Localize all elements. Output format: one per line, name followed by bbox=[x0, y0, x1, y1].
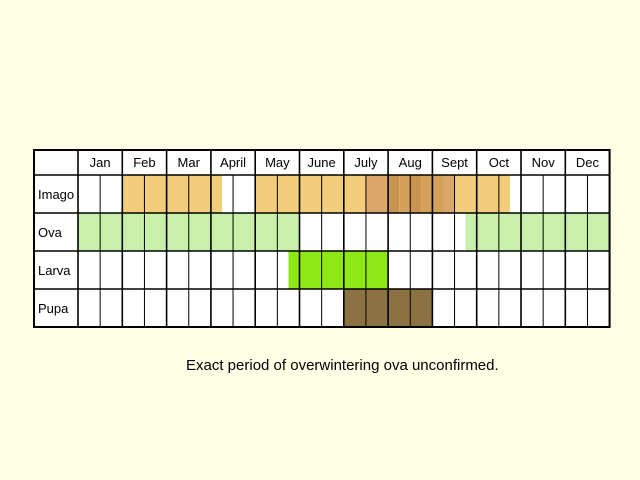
month-label-mar: Mar bbox=[178, 155, 201, 170]
month-label-aug: Aug bbox=[399, 155, 422, 170]
segment-imago-7 bbox=[443, 175, 455, 213]
month-label-june: June bbox=[308, 155, 336, 170]
segment-imago-2 bbox=[365, 175, 389, 213]
month-label-dec: Dec bbox=[576, 155, 600, 170]
month-label-oct: Oct bbox=[489, 155, 510, 170]
stage-label-larva: Larva bbox=[38, 263, 71, 278]
month-label-april: April bbox=[220, 155, 246, 170]
segment-imago-8 bbox=[454, 175, 510, 213]
segment-ova-1 bbox=[465, 213, 610, 251]
stage-label-imago: Imago bbox=[38, 187, 74, 202]
segment-imago-5 bbox=[410, 175, 422, 213]
segment-imago-4 bbox=[399, 175, 411, 213]
month-label-nov: Nov bbox=[532, 155, 556, 170]
stage-label-ova: Ova bbox=[38, 225, 63, 240]
stage-label-pupa: Pupa bbox=[38, 301, 69, 316]
segment-larva-0 bbox=[288, 251, 389, 289]
month-label-feb: Feb bbox=[133, 155, 155, 170]
footnote: Exact period of overwintering ova unconf… bbox=[186, 357, 499, 374]
segment-imago-1 bbox=[255, 175, 366, 213]
segment-imago-3 bbox=[388, 175, 400, 213]
month-label-july: July bbox=[354, 155, 378, 170]
month-label-sept: Sept bbox=[441, 155, 468, 170]
segment-imago-0 bbox=[122, 175, 222, 213]
month-label-may: May bbox=[265, 155, 290, 170]
table-border bbox=[33, 149, 611, 328]
month-label-jan: Jan bbox=[90, 155, 111, 170]
